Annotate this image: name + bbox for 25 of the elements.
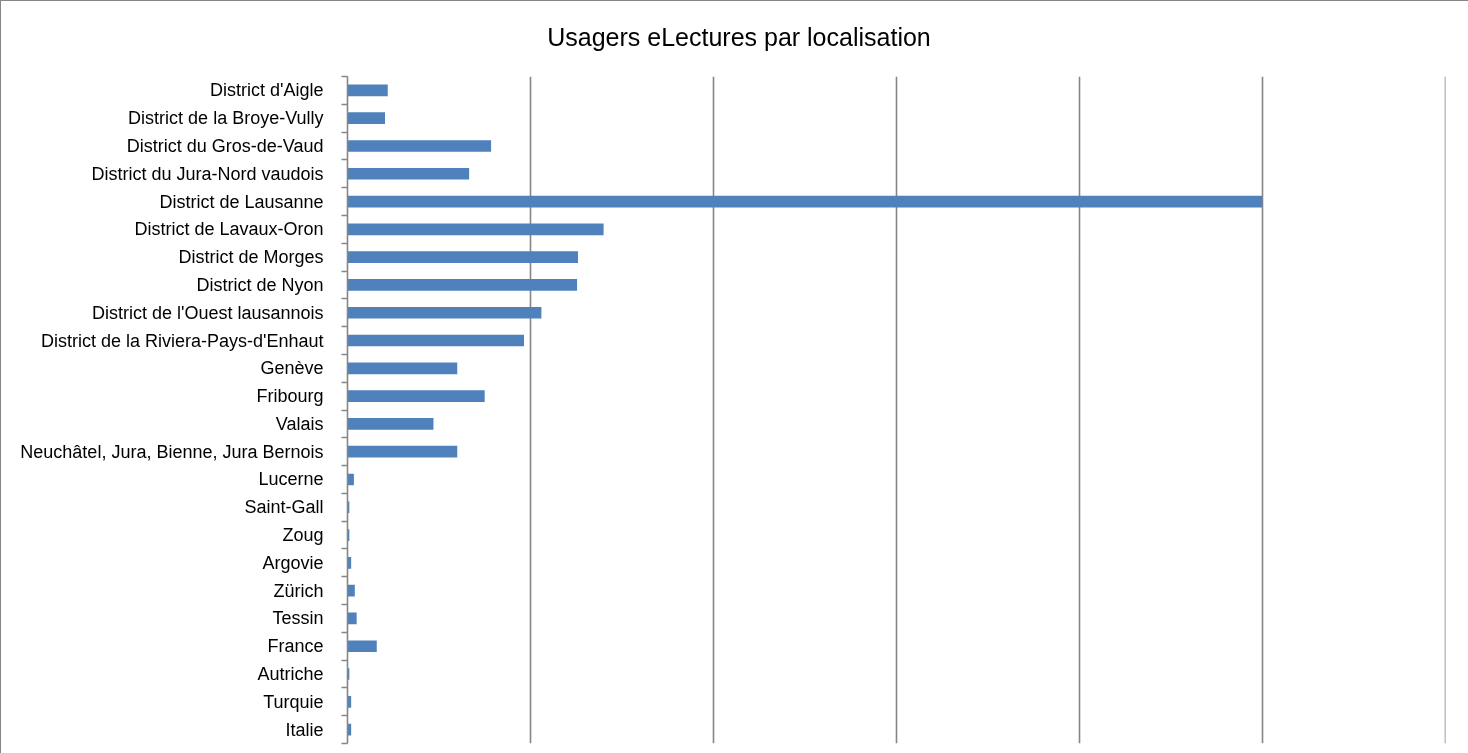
y-tick-label: District de Lavaux-Oron [134,219,324,240]
y-tick-label: France [267,636,324,657]
y-tick-label: Fribourg [256,386,324,407]
y-tick-label: District de l'Ouest lausannois [91,302,324,323]
y-tick-label: District de Nyon [196,274,324,295]
y-tick-label: Tessin [272,608,324,629]
y-tick-label: Zoug [282,525,324,546]
y-tick-label: Saint-Gall [244,497,324,518]
y-tick-label: District d'Aigle [210,80,324,101]
y-tick-label: District du Jura-Nord vaudois [91,163,324,184]
y-tick-label: District du Gros-de-Vaud [126,135,324,156]
y-tick-label: Valais [275,413,324,434]
y-tick-label: Turquie [263,691,324,712]
y-tick-label: District de la Riviera-Pays-d'Enhaut [40,330,324,351]
y-tick-label: Neuchâtel, Jura, Bienne, Jura Bernois [20,441,324,462]
y-tick-label: Lucerne [258,469,324,490]
y-tick-label: Italie [285,719,324,740]
y-tick-label: Autriche [257,664,324,685]
y-tick-label: Argovie [262,552,324,573]
y-tick-label: Genève [260,358,324,379]
chart-title: Usagers eLectures par localisation [547,22,931,53]
y-tick-label: District de Lausanne [159,191,324,212]
y-tick-label: Zürich [273,580,324,601]
y-tick-label: District de la Broye-Vully [128,108,324,129]
y-tick-label: District de Morges [178,247,324,268]
